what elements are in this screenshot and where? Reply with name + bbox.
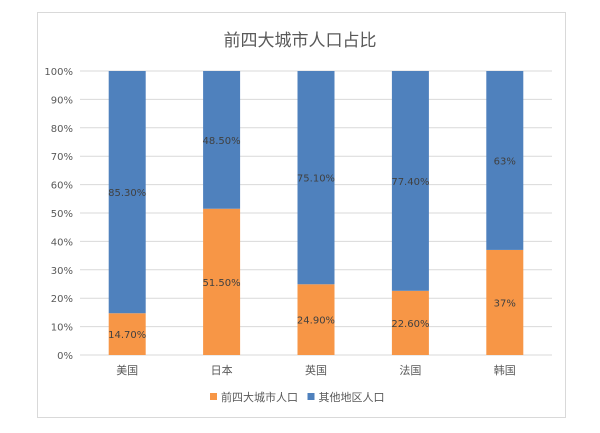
y-tick-label: 0%: [57, 351, 73, 362]
y-tick-label: 100%: [44, 67, 73, 78]
data-label: 77.40%: [391, 177, 429, 188]
bar-segment: [203, 208, 241, 355]
bar-segment: [486, 249, 524, 355]
data-label: 37%: [494, 298, 516, 309]
data-label: 75.10%: [297, 174, 335, 185]
data-label: 14.70%: [108, 330, 146, 341]
y-tick-label: 20%: [51, 294, 73, 305]
bar-segment: [203, 71, 241, 209]
x-tick-label: 美国: [116, 364, 138, 377]
legend-label: 其他地区人口: [319, 391, 385, 404]
legend-swatch: [210, 393, 217, 400]
legend-swatch: [307, 393, 315, 400]
x-tick-label: 法国: [399, 363, 421, 377]
data-label: 51.50%: [203, 278, 241, 289]
data-label: 22.60%: [391, 319, 429, 330]
data-label: 48.50%: [203, 136, 241, 147]
x-tick-label: 日本: [211, 363, 233, 377]
y-tick-label: 30%: [51, 266, 73, 277]
y-tick-label: 40%: [51, 237, 73, 248]
y-tick-label: 90%: [51, 95, 73, 106]
data-label: 24.90%: [297, 316, 335, 327]
x-tick-label: 韩国: [494, 363, 516, 377]
bar-segment: [391, 71, 429, 291]
bar-segment: [108, 313, 146, 355]
bar-segment: [391, 290, 429, 355]
chart-frame: [37, 12, 566, 418]
y-tick-label: 80%: [51, 124, 73, 135]
y-tick-label: 10%: [51, 323, 73, 334]
chart-title: 前四大城市人口占比: [224, 31, 377, 51]
x-tick-label: 英国: [305, 363, 327, 377]
bar-segment: [297, 284, 335, 355]
data-label: 85.30%: [108, 188, 146, 199]
y-tick-label: 60%: [51, 181, 73, 192]
bar-segment: [297, 71, 335, 285]
legend-label: 前四大城市人口: [221, 390, 298, 404]
bar-segment: [486, 71, 524, 250]
y-tick-label: 70%: [51, 152, 73, 163]
bar-segment: [108, 71, 146, 314]
data-label: 63%: [494, 156, 516, 167]
y-tick-label: 50%: [51, 209, 73, 220]
